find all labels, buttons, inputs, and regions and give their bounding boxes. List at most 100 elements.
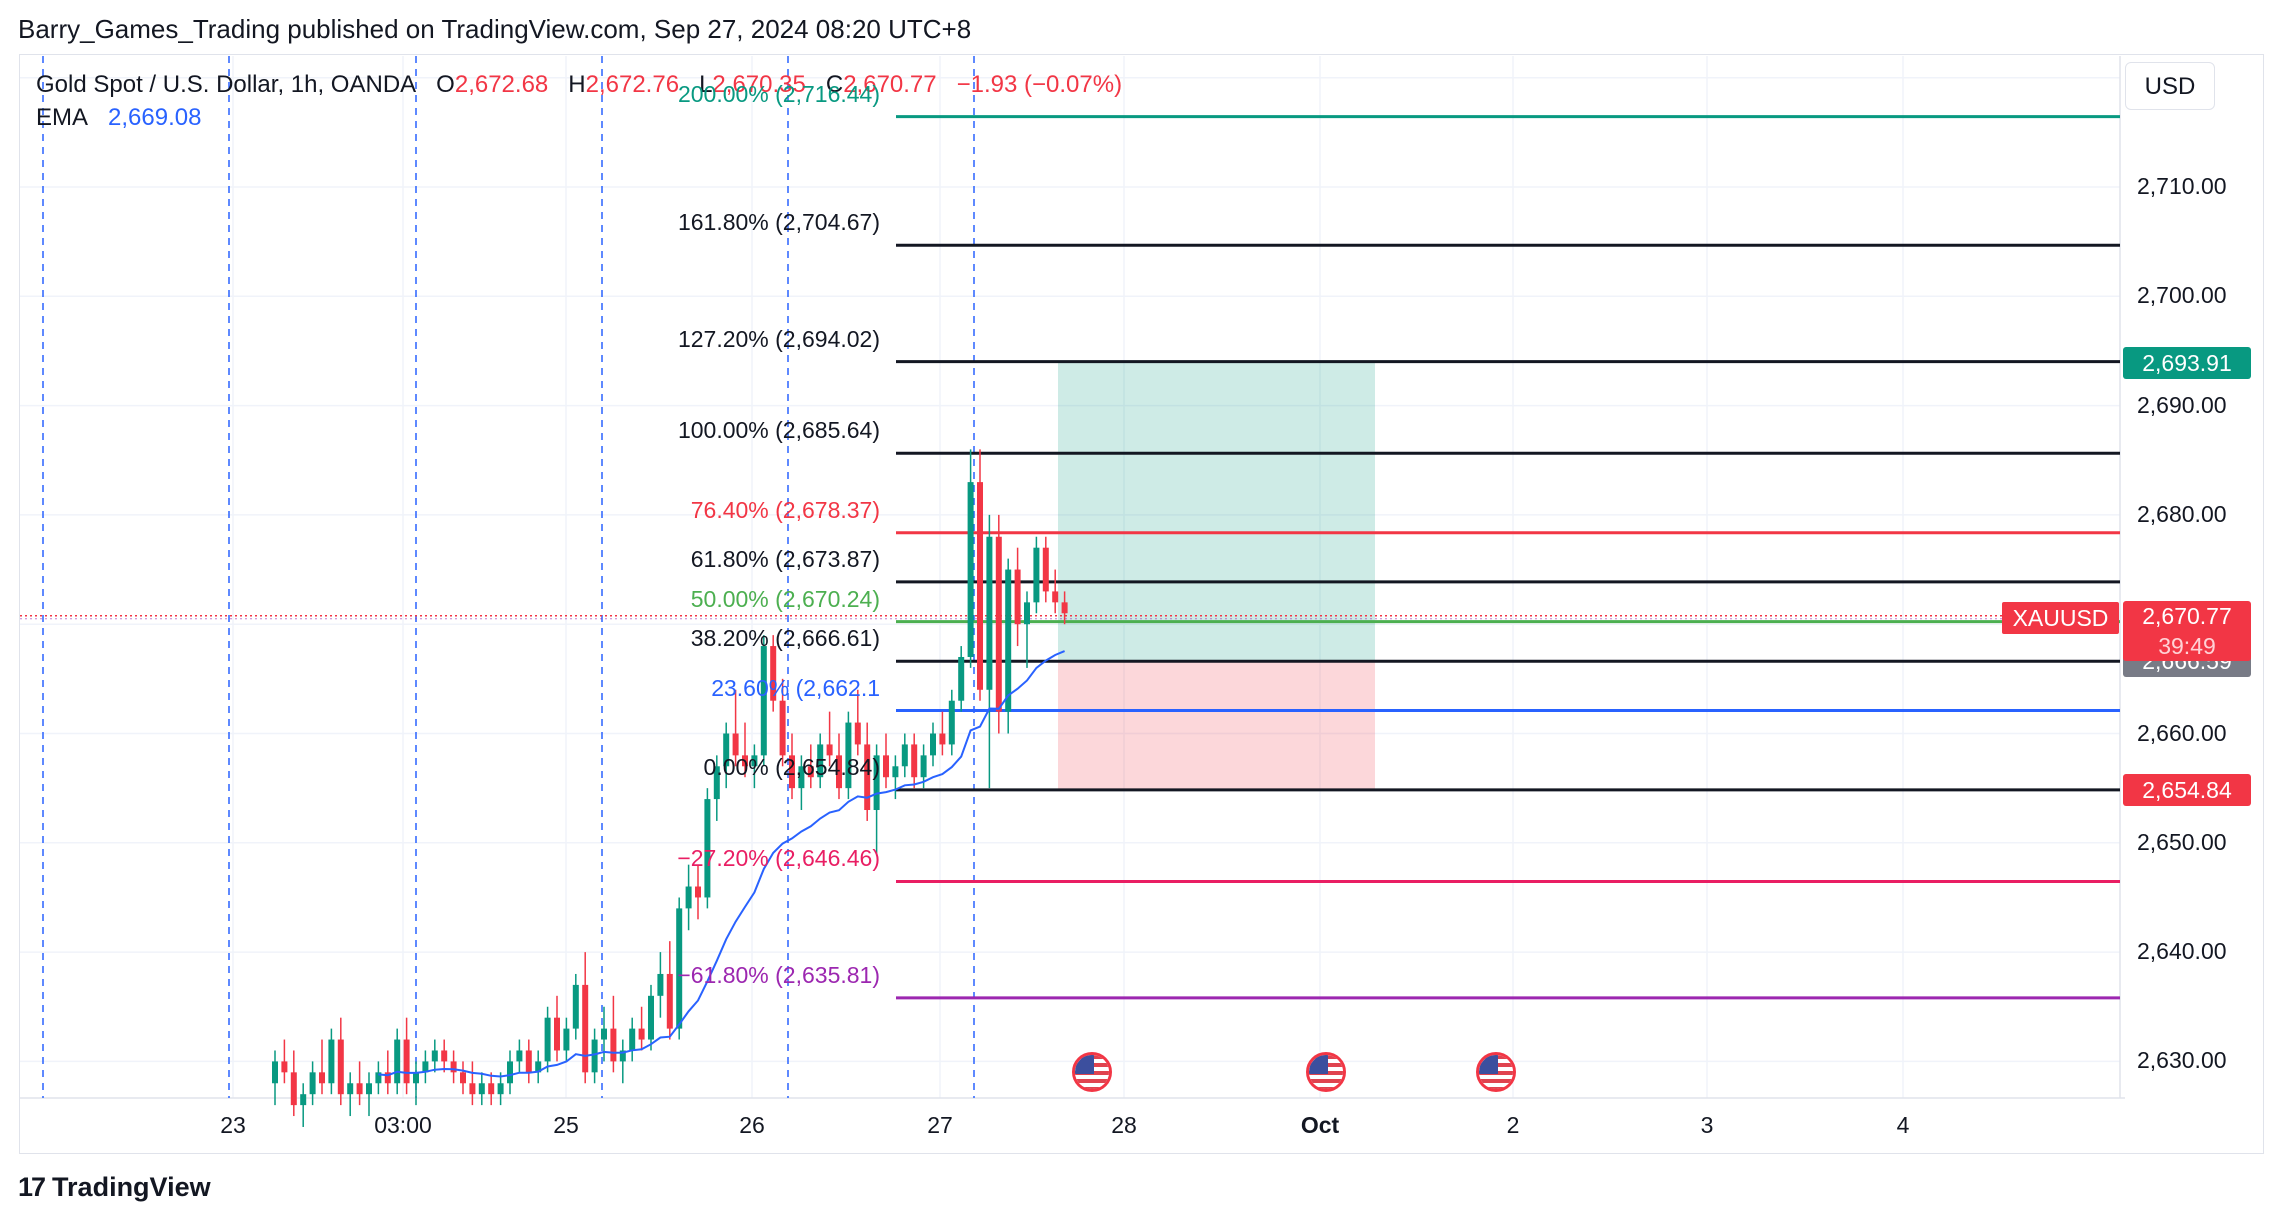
candle (789, 733, 795, 800)
fib-level-label: 200.00% (2,716.44) (677, 80, 880, 107)
candle (441, 1039, 448, 1073)
candle-body (779, 700, 786, 756)
legend-ohlc[interactable]: Gold Spot / U.S. Dollar, 1h, OANDA O2,67… (36, 71, 1122, 99)
candle-body (319, 1072, 325, 1084)
candle-body (619, 1050, 626, 1062)
long-position-tool (1058, 362, 1375, 790)
us-flag-icon[interactable] (1306, 1052, 1346, 1092)
candle (422, 1050, 429, 1084)
candle-body (695, 886, 701, 898)
candle (394, 1028, 401, 1095)
candle-body (572, 984, 579, 1029)
candle-body (535, 1061, 542, 1073)
candle-body (394, 1039, 401, 1084)
candle (845, 711, 852, 800)
candle-body (807, 766, 814, 778)
fib-level-label: 23.60% (2,662.1 (711, 674, 880, 701)
candle (366, 1072, 372, 1117)
candle-body (582, 984, 589, 1073)
candle-body (892, 766, 899, 778)
candle-body (958, 656, 965, 701)
us-flag-icon[interactable] (1476, 1052, 1516, 1092)
candle-body (901, 744, 908, 767)
candle-body (469, 1083, 476, 1095)
time-tick-label: 23 (220, 1112, 246, 1138)
candle-body (1033, 547, 1040, 603)
legend-close: 2,670.77 (843, 71, 937, 98)
candle-body (403, 1039, 410, 1084)
tradingview-logo[interactable]: 17 TradingView (18, 1172, 211, 1203)
candle-body (563, 1028, 570, 1051)
candle (431, 1039, 438, 1073)
fib-level-label: 161.80% (2,704.67) (677, 209, 880, 236)
candle (384, 1050, 391, 1095)
candle-body (854, 722, 861, 745)
us-flag-icon[interactable] (1072, 1052, 1112, 1092)
candle-body (629, 1028, 636, 1051)
candle-body (751, 755, 758, 767)
currency-button[interactable]: USD (2125, 62, 2215, 110)
candle (525, 1039, 532, 1084)
candle-body (704, 799, 711, 898)
candle (272, 1050, 278, 1106)
candle (337, 1017, 344, 1106)
candle-body (1024, 602, 1030, 625)
fib-level-label: 100.00% (2,685.64) (677, 417, 880, 444)
candle (807, 744, 814, 789)
candle (403, 1017, 410, 1095)
candle (478, 1072, 485, 1106)
candle (516, 1039, 523, 1073)
candle (751, 744, 758, 789)
candle (1061, 591, 1068, 625)
candle-body (610, 1028, 617, 1062)
candle-body (967, 482, 974, 657)
candle (939, 711, 946, 756)
candle-body (1052, 591, 1059, 603)
candle-body (883, 755, 889, 778)
fibonacci-extension (896, 115, 2120, 1000)
price-tick-label: 2,650.00 (2137, 828, 2227, 855)
time-tick-label: 03:00 (374, 1112, 432, 1138)
position-target-zone (1058, 362, 1375, 662)
candle (648, 984, 654, 1051)
candle (704, 788, 711, 909)
symbol-badge: XAUUSD (2002, 602, 2119, 634)
price-axis-badge: 2,654.84 (2123, 773, 2251, 806)
candle-body (920, 755, 927, 778)
fib-level-label: 50.00% (2,670.24) (690, 585, 880, 612)
candle-body (845, 722, 852, 789)
candle (319, 1039, 325, 1095)
candle (1014, 547, 1021, 647)
candle-body (328, 1039, 335, 1084)
ema-polyline (378, 650, 1065, 1078)
time-tick-label: 2 (1506, 1112, 1520, 1138)
candle-body (911, 744, 918, 778)
price-tick-label: 2,640.00 (2137, 938, 2227, 965)
candle (1005, 558, 1012, 734)
candle (666, 941, 673, 1040)
candle (864, 722, 871, 821)
candle-body (836, 755, 842, 789)
last-price-badge: 2,670.77 39:49 (2123, 601, 2251, 661)
candle (713, 755, 720, 821)
price-tick-label: 2,690.00 (2137, 391, 2227, 418)
candle-body (1042, 547, 1049, 592)
legend-symbol[interactable]: Gold Spot / U.S. Dollar, 1h, OANDA (36, 71, 417, 98)
candle-body (648, 995, 654, 1040)
tradingview-wordmark: TradingView (52, 1172, 211, 1202)
legend-h-label: H (568, 71, 586, 98)
candle (995, 514, 1002, 734)
candle (836, 733, 842, 800)
candle (1052, 569, 1059, 614)
price-tick-label: 2,630.00 (2137, 1047, 2227, 1074)
candle (723, 722, 730, 789)
legend-c-label: C (825, 71, 844, 98)
legend-ema[interactable]: EMA 2,669.08 (36, 104, 201, 132)
price-axis-badge: 2,693.91 (2123, 346, 2251, 379)
candle (873, 744, 880, 854)
legend-l-label: L (699, 71, 713, 98)
candle (535, 1050, 542, 1084)
candle-body (384, 1072, 391, 1084)
candle-body (817, 744, 824, 778)
